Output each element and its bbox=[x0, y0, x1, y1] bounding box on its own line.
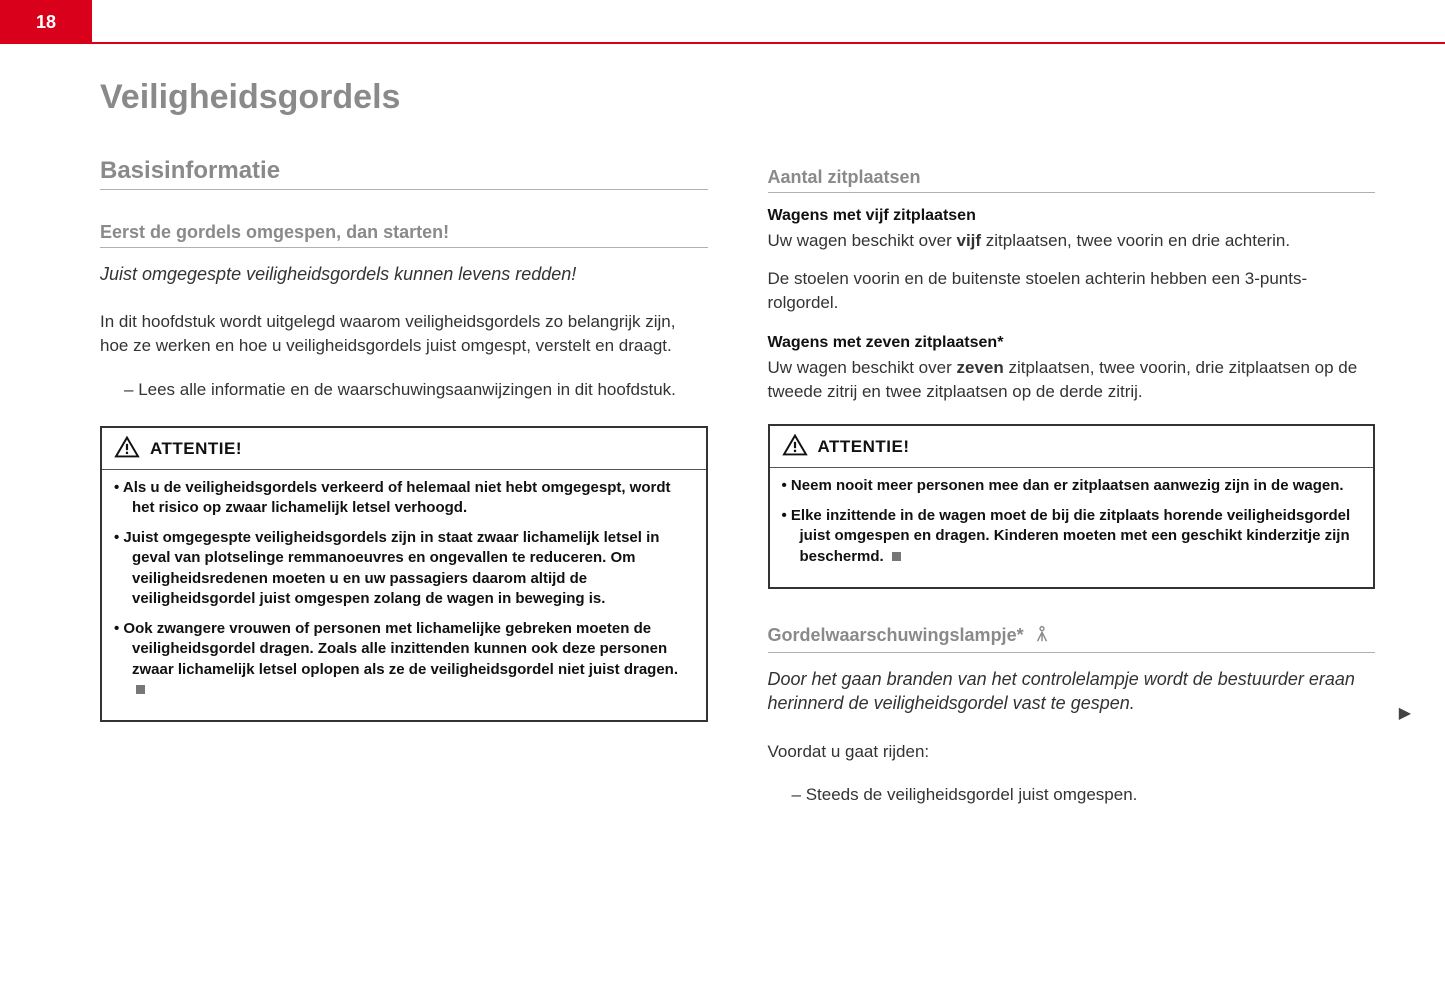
end-mark-icon bbox=[136, 685, 145, 694]
warning-header: ATTENTIE! bbox=[770, 426, 1374, 468]
dash-list-item: Lees alle informatie en de waarschuwings… bbox=[124, 378, 708, 402]
warning-bullet: Juist omgegespte veiligheidsgordels zijn… bbox=[114, 528, 694, 609]
warning-icon bbox=[782, 434, 808, 461]
warning-box: ATTENTIE! Als u de veiligheidsgordels ve… bbox=[100, 426, 708, 723]
warning-label: ATTENTIE! bbox=[150, 439, 242, 459]
end-mark-icon bbox=[892, 552, 901, 561]
warning-bullet: Neem nooit meer personen mee dan er zitp… bbox=[782, 476, 1362, 496]
body-paragraph: In dit hoofdstuk wordt uitgelegd waarom … bbox=[100, 310, 708, 358]
text-run-bold: zeven bbox=[956, 358, 1003, 377]
warning-body: Als u de veiligheidsgordels verkeerd of … bbox=[102, 470, 706, 721]
body-paragraph: Uw wagen beschikt over vijf zitplaatsen,… bbox=[768, 229, 1376, 253]
continue-arrow-icon: ▶ bbox=[1399, 703, 1411, 723]
seatbelt-warning-icon bbox=[1033, 625, 1051, 648]
dash-list-item: Steeds de veiligheidsgordel juist omgesp… bbox=[792, 783, 1376, 807]
warning-body: Neem nooit meer personen mee dan er zitp… bbox=[770, 468, 1374, 587]
right-column: Aantal zitplaatsen Wagens met vijf zitpl… bbox=[768, 157, 1376, 831]
left-column: Basisinformatie Eerst de gordels omgespe… bbox=[100, 157, 708, 831]
warning-icon bbox=[114, 436, 140, 463]
header-rule bbox=[92, 42, 1445, 44]
body-paragraph: Voordat u gaat rijden: bbox=[768, 740, 1376, 764]
bold-subheading: Wagens met zeven zitplaatsen* bbox=[768, 334, 1376, 352]
warning-bullet: Ook zwangere vrouwen of personen met lic… bbox=[114, 619, 694, 700]
section-heading: Basisinformatie bbox=[100, 157, 708, 190]
warning-bullet: Als u de veiligheidsgordels verkeerd of … bbox=[114, 478, 694, 519]
warning-box: ATTENTIE! Neem nooit meer personen mee d… bbox=[768, 424, 1376, 589]
lead-paragraph: Juist omgegespte veiligheidsgordels kunn… bbox=[100, 262, 708, 286]
warning-label: ATTENTIE! bbox=[818, 437, 910, 457]
page-content: Veiligheidsgordels Basisinformatie Eerst… bbox=[100, 78, 1375, 967]
page-number: 18 bbox=[36, 12, 56, 33]
warning-bullet-text: Ook zwangere vrouwen of personen met lic… bbox=[123, 620, 678, 678]
warning-bullet-text: Elke inzittende in de wagen moet de bij … bbox=[791, 507, 1350, 565]
subsection-heading: Eerst de gordels omgespen, dan starten! bbox=[100, 222, 708, 248]
subsection-heading-text: Gordelwaarschuwingslampje* bbox=[768, 625, 1024, 645]
body-paragraph: Uw wagen beschikt over zeven zitplaatsen… bbox=[768, 356, 1376, 404]
lead-paragraph: Door het gaan branden van het controlela… bbox=[768, 667, 1376, 716]
warning-bullet: Elke inzittende in de wagen moet de bij … bbox=[782, 506, 1362, 567]
text-run: Uw wagen beschikt over bbox=[768, 231, 957, 250]
bold-subheading: Wagens met vijf zitplaatsen bbox=[768, 207, 1376, 225]
subsection-heading: Gordelwaarschuwingslampje* bbox=[768, 625, 1376, 653]
page-number-tab: 18 bbox=[0, 0, 92, 44]
chapter-title: Veiligheidsgordels bbox=[100, 78, 1375, 117]
warning-header: ATTENTIE! bbox=[102, 428, 706, 470]
text-run-bold: vijf bbox=[956, 231, 981, 250]
text-run: Uw wagen beschikt over bbox=[768, 358, 957, 377]
dash-list: Lees alle informatie en de waarschuwings… bbox=[124, 378, 708, 402]
dash-list: Steeds de veiligheidsgordel juist omgesp… bbox=[792, 783, 1376, 807]
body-paragraph: De stoelen voorin en de buitenste stoele… bbox=[768, 267, 1376, 315]
subsection-heading: Aantal zitplaatsen bbox=[768, 167, 1376, 193]
two-column-layout: Basisinformatie Eerst de gordels omgespe… bbox=[100, 157, 1375, 831]
text-run: zitplaatsen, twee voorin en drie achteri… bbox=[981, 231, 1290, 250]
